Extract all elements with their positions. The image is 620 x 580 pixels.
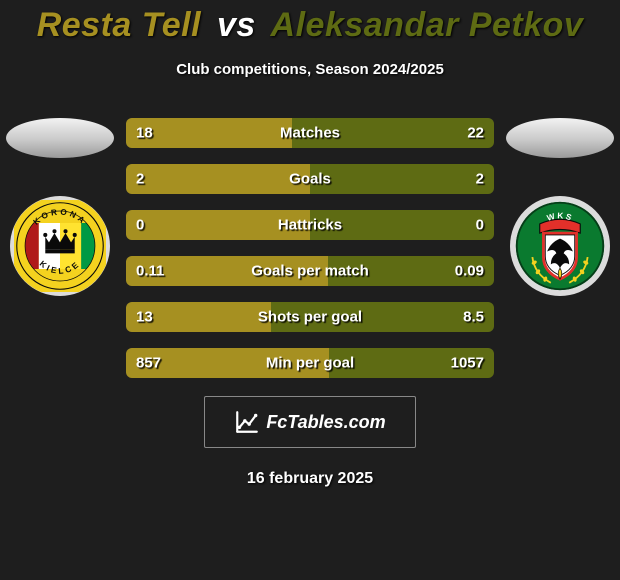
comparison-content: KORONA KIELCE 1822Matches22Goals00Hattri… [0,118,620,378]
club-right-crest: WKS [510,196,610,296]
stat-fill-right [310,164,494,194]
attribution-text: FcTables.com [266,412,385,433]
stat-value-right: 0.09 [455,263,484,280]
stat-label: Goals [289,171,331,188]
date-text: 16 february 2025 [0,470,620,488]
stat-row: 18 22 Matches [126,118,494,148]
stat-value-left: 13 [136,309,153,326]
player2-name: Aleksandar Petkov [271,6,584,44]
stat-label: Goals per match [251,263,369,280]
vs-text: vs [217,6,256,44]
stat-value-left: 0.11 [136,263,164,280]
club-left-crest: KORONA KIELCE [10,196,110,296]
attribution-badge: FcTables.com [204,396,416,448]
left-side: KORONA KIELCE [0,118,120,296]
stat-value-right: 0 [476,217,484,234]
stat-fill-left [126,164,310,194]
stat-label: Shots per goal [258,309,362,326]
stat-value-left: 2 [136,171,144,188]
stat-value-left: 857 [136,355,161,372]
player1-name: Resta Tell [37,6,201,44]
stat-label: Matches [280,125,340,142]
stat-row: 2 2 Goals [126,164,494,194]
chart-icon [234,409,260,435]
stat-value-right: 8.5 [463,309,484,326]
stat-value-right: 1057 [451,355,484,372]
player1-placeholder [6,118,114,158]
stat-bars: 1822Matches22Goals00Hattricks0.110.09Goa… [120,118,500,378]
page-title: Resta Tell vs Aleksandar Petkov [0,0,620,45]
subtitle: Club competitions, Season 2024/2025 [0,61,620,78]
right-side: WKS [500,118,620,296]
stat-value-left: 0 [136,217,144,234]
stat-label: Min per goal [266,355,354,372]
player2-placeholder [506,118,614,158]
stat-row: 13 8.5 Shots per goal [126,302,494,332]
stat-label: Hattricks [278,217,342,234]
stat-value-right: 22 [467,125,484,142]
stat-row: 857 1057 Min per goal [126,348,494,378]
stat-row: 0 0 Hattricks [126,210,494,240]
stat-value-left: 18 [136,125,153,142]
stat-row: 0.11 0.09 Goals per match [126,256,494,286]
stat-value-right: 2 [476,171,484,188]
